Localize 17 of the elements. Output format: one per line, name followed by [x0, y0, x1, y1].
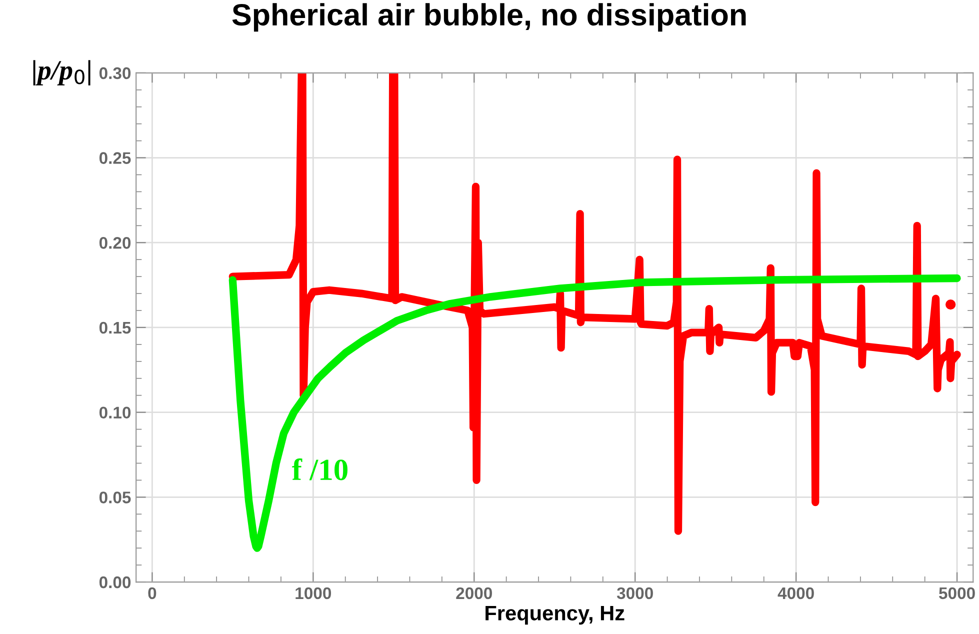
y-tick-label: 0.00	[99, 576, 131, 588]
x-tick-label: 4000	[778, 587, 814, 600]
x-tick-label: 5000	[939, 587, 975, 600]
y-tick-label: 0.05	[99, 492, 131, 504]
y-tick-label: 0.20	[99, 237, 131, 249]
x-tick-label: 3000	[616, 587, 653, 600]
y-tick-label: 0.15	[99, 322, 131, 334]
annotation: f /10	[292, 458, 348, 480]
y-tick-label: 0.10	[99, 406, 131, 419]
x-tick-label: 1000	[296, 587, 332, 600]
chart-title: Spherical air bubble, no dissipation	[232, 3, 746, 32]
y-axis-title: |p/p$_{0}$|	[33, 60, 90, 86]
x-axis-title: Frequency, Hz	[486, 606, 624, 625]
y-tick-label: 0.25	[99, 152, 131, 164]
x-tick-label: 2000	[456, 587, 492, 600]
x-tick-label: 0	[148, 587, 156, 600]
y-tick-label: 0.30	[99, 67, 131, 80]
